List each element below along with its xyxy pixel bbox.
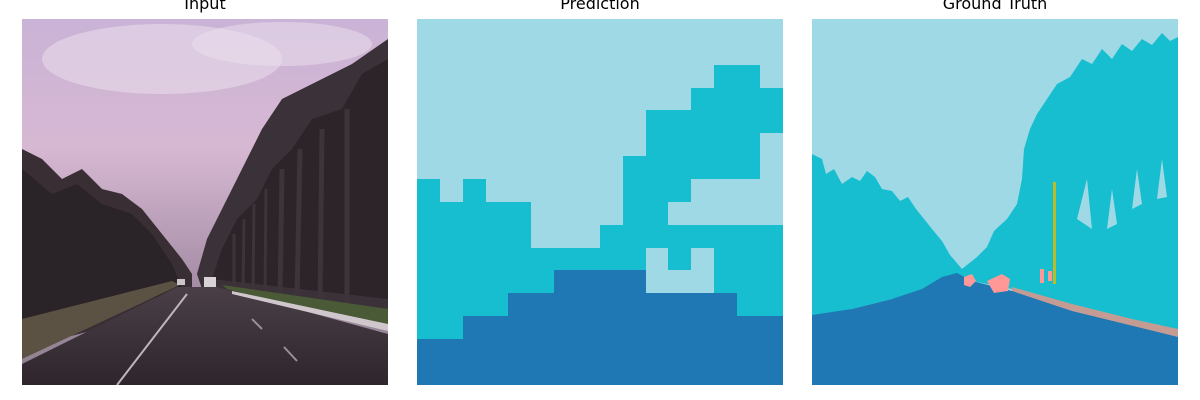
input-image: [22, 19, 388, 385]
prediction-panel: Prediction: [417, 0, 783, 400]
gt-vegetation: [812, 33, 1178, 335]
ground-truth-title: Ground Truth: [942, 0, 1048, 13]
gt-person: [1040, 269, 1052, 283]
gt-vehicle-2: [964, 274, 976, 287]
pred-road: [417, 270, 783, 385]
ground-truth-mask: [812, 19, 1178, 385]
gt-vehicle-1: [987, 274, 1010, 293]
gt-sidewalk: [1012, 287, 1178, 337]
gt-road: [812, 273, 1178, 385]
prediction-mask: [417, 19, 783, 385]
input-panel: Input: [22, 0, 388, 400]
input-title: Input: [184, 0, 226, 13]
ground-truth-panel: Ground Truth: [812, 0, 1178, 400]
prediction-title: Prediction: [560, 0, 640, 13]
gt-sky-gaps: [1077, 159, 1167, 229]
gt-pole: [1053, 182, 1056, 284]
